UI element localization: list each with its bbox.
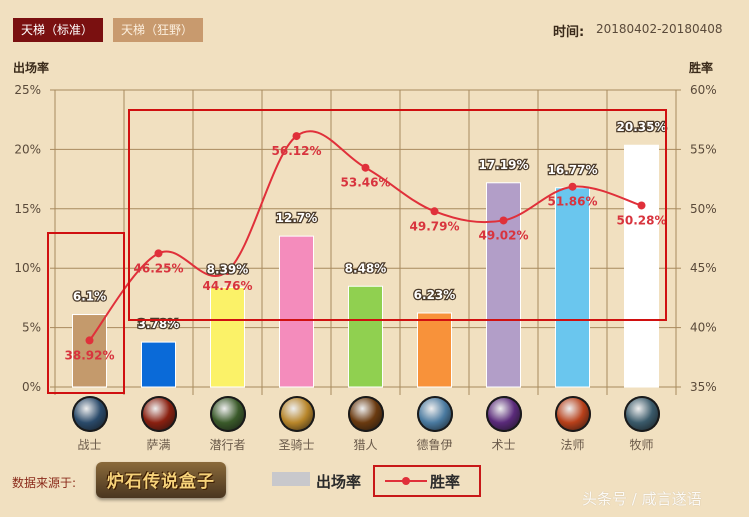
bar-value-label: 20.35% bbox=[617, 120, 667, 134]
left-tick-label: 25% bbox=[14, 83, 41, 97]
class-label: 牧师 bbox=[629, 438, 654, 452]
shaman-icon bbox=[140, 396, 177, 432]
date-label: 时间: bbox=[553, 25, 585, 40]
source-label: 数据来源于: bbox=[12, 476, 77, 490]
date-range: 20180402-20180408 bbox=[596, 22, 723, 36]
legend-line-icon[interactable] bbox=[385, 474, 427, 488]
bar-rogue[interactable] bbox=[210, 286, 245, 388]
win-rate-point[interactable] bbox=[292, 132, 301, 141]
right-tick-label: 50% bbox=[690, 202, 717, 216]
left-axis-title: 出场率 bbox=[13, 61, 50, 75]
mage-icon bbox=[554, 396, 591, 432]
left-tick-label: 10% bbox=[14, 261, 41, 275]
class-item[interactable]: 萨满 bbox=[129, 396, 189, 453]
class-label: 战士 bbox=[77, 438, 102, 452]
win-rate-point[interactable] bbox=[154, 249, 163, 258]
legend-line-highlight-box bbox=[373, 465, 481, 497]
class-item[interactable]: 潜行者 bbox=[198, 396, 258, 453]
win-rate-point[interactable] bbox=[361, 163, 370, 172]
bar-priest[interactable] bbox=[624, 144, 659, 388]
class-label: 圣骑士 bbox=[278, 438, 315, 452]
warlock-icon bbox=[485, 396, 522, 432]
bar-shaman[interactable] bbox=[141, 341, 176, 388]
class-item[interactable]: 法师 bbox=[543, 396, 603, 453]
bar-value-label: 8.48% bbox=[345, 261, 387, 275]
legend-bar-swatch[interactable] bbox=[272, 472, 310, 486]
right-tick-label: 35% bbox=[690, 380, 717, 394]
class-label: 猎人 bbox=[353, 438, 378, 452]
right-tick-label: 40% bbox=[690, 321, 717, 335]
class-item[interactable]: 德鲁伊 bbox=[405, 396, 465, 453]
class-item[interactable]: 术士 bbox=[474, 396, 534, 453]
bar-value-label: 17.19% bbox=[479, 158, 529, 172]
win-rate-label: 38.92% bbox=[65, 348, 115, 362]
right-axis-title: 胜率 bbox=[689, 61, 714, 75]
priest-icon bbox=[623, 396, 660, 432]
class-item[interactable]: 战士 bbox=[60, 396, 120, 453]
class-item[interactable]: 圣骑士 bbox=[267, 396, 327, 453]
legend-bar-label[interactable]: 出场率 bbox=[316, 473, 362, 491]
left-tick-label: 5% bbox=[22, 321, 41, 335]
warrior-icon bbox=[71, 396, 108, 432]
right-tick-label: 45% bbox=[690, 261, 717, 275]
bar-paladin[interactable] bbox=[279, 235, 314, 388]
rogue-icon bbox=[209, 396, 246, 432]
bar-value-label: 16.77% bbox=[548, 163, 598, 177]
win-rate-point[interactable] bbox=[85, 336, 94, 345]
win-rate-label: 46.25% bbox=[134, 261, 184, 275]
highlight-box-others bbox=[128, 109, 667, 321]
tab-ladder-wild[interactable]: 天梯（狂野） bbox=[113, 18, 203, 42]
left-tick-label: 15% bbox=[14, 202, 41, 216]
bar-value-label: 6.1% bbox=[73, 290, 106, 304]
left-tick-label: 0% bbox=[22, 380, 41, 394]
logo-text: 炉石传说盒子 bbox=[107, 472, 215, 492]
class-label: 萨满 bbox=[146, 438, 171, 452]
watermark: 头条号 / 咸言遂语 bbox=[582, 490, 702, 508]
class-item[interactable]: 猎人 bbox=[336, 396, 396, 453]
class-item[interactable]: 牧师 bbox=[612, 396, 672, 453]
win-rate-point[interactable] bbox=[568, 182, 577, 191]
class-label: 潜行者 bbox=[209, 438, 246, 452]
win-rate-label: 51.86% bbox=[548, 195, 598, 209]
paladin-icon bbox=[278, 396, 315, 432]
bar-druid[interactable] bbox=[417, 312, 452, 388]
right-tick-label: 60% bbox=[690, 83, 717, 97]
win-rate-point[interactable] bbox=[499, 216, 508, 225]
class-label: 法师 bbox=[560, 438, 585, 452]
druid-icon bbox=[416, 396, 453, 432]
class-label: 术士 bbox=[491, 438, 516, 452]
win-rate-line bbox=[88, 130, 642, 342]
bar-warlock[interactable] bbox=[486, 182, 521, 388]
right-tick-label: 55% bbox=[690, 142, 717, 156]
bar-value-label: 6.23% bbox=[414, 288, 456, 302]
legend-line-label[interactable]: 胜率 bbox=[430, 473, 461, 491]
win-rate-point[interactable] bbox=[637, 201, 646, 210]
win-rate-label: 49.02% bbox=[479, 228, 529, 242]
win-rate-point[interactable] bbox=[223, 267, 232, 276]
highlight-box-warrior bbox=[47, 232, 125, 394]
bar-value-label: 12.7% bbox=[276, 211, 318, 225]
bar-hunter[interactable] bbox=[348, 285, 383, 388]
bar-value-label: 8.39% bbox=[207, 262, 249, 276]
class-label: 德鲁伊 bbox=[416, 438, 453, 452]
hunter-icon bbox=[347, 396, 384, 432]
bar-mage[interactable] bbox=[555, 187, 590, 388]
win-rate-label: 50.28% bbox=[617, 213, 667, 227]
hearthstone-box-logo: 炉石传说盒子 bbox=[96, 462, 226, 498]
bar-warrior[interactable] bbox=[72, 314, 107, 388]
win-rate-point[interactable] bbox=[430, 207, 439, 216]
win-rate-label: 49.79% bbox=[410, 219, 460, 233]
left-tick-label: 20% bbox=[14, 142, 41, 156]
win-rate-label: 56.12% bbox=[272, 144, 322, 158]
win-rate-label: 44.76% bbox=[203, 279, 253, 293]
win-rate-label: 53.46% bbox=[341, 176, 391, 190]
tab-ladder-standard[interactable]: 天梯（标准） bbox=[13, 18, 103, 42]
